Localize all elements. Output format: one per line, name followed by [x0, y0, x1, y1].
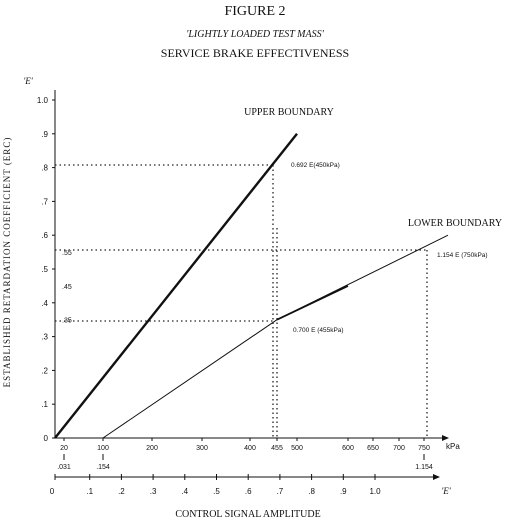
e-tick-label: 0 [50, 487, 55, 496]
kpa-tick-label: 750 [418, 445, 430, 452]
kpa-tick-label: 20 [60, 445, 68, 452]
e-tick-label: .5 [213, 487, 220, 496]
kpa-tick-label: 700 [393, 445, 405, 452]
kpa-tick-label: 400 [244, 445, 256, 452]
y-tick-label: .2 [41, 366, 48, 375]
e-tick-label: .4 [181, 487, 188, 496]
series-label-upper: UPPER BOUNDARY [244, 107, 334, 118]
series-line-upper-boundary [54, 133, 298, 439]
chart-subtitle: 'LIGHTLY LOADED TEST MASS' [186, 29, 324, 40]
series-line-lower-boundary-mid [276, 285, 349, 321]
y-tick-label: 1.0 [37, 96, 49, 105]
kpa-sub-tick-label: .031 [57, 464, 71, 471]
y-tick-label: .5 [41, 265, 48, 274]
e-tick-label: .2 [118, 487, 125, 496]
y-tick-label: .4 [41, 299, 48, 308]
kpa-tick-label: 200 [146, 445, 158, 452]
series-line-lower-boundary [102, 234, 449, 439]
chart-subtitle-2: SERVICE BRAKE EFFECTIVENESS [161, 46, 349, 60]
annotation-lower-750: 1.154 E (750kPa) [437, 252, 488, 259]
e-tick-label: .6 [245, 487, 252, 496]
y-tick-label: .3 [41, 333, 48, 342]
e-tick-label: .3 [150, 487, 157, 496]
x-axis-title: CONTROL SIGNAL AMPLITUDE [175, 509, 320, 520]
kpa-sub-tick-label: 1.154 [415, 464, 433, 471]
guide-lines [55, 164, 428, 438]
kpa-tick-label: 100 [97, 445, 109, 452]
e-axis-symbol: 'E' [441, 486, 451, 496]
y-tick-label: .9 [41, 130, 48, 139]
e-tick-label: .9 [340, 487, 347, 496]
y-tick-label: .6 [41, 231, 48, 240]
y-extra-tick-label: .55 [62, 250, 72, 257]
kpa-sub-tick-label: .154 [96, 464, 110, 471]
y-tick-label: .8 [41, 164, 48, 173]
kpa-tick-label: 300 [196, 445, 208, 452]
y-tick-label: .7 [41, 197, 48, 206]
kpa-tick-label: 650 [367, 445, 379, 452]
y-axis-title: ESTABLISHED RETARDATION COEFFICIENT (ERC… [2, 137, 12, 388]
e-axis-arrow [433, 474, 440, 480]
e-tick-label: .8 [308, 487, 315, 496]
kpa-tick-label: 455 [271, 445, 283, 452]
annotation-upper-point: 0.692 E(450kPa) [291, 162, 340, 169]
y-axis-symbol: 'E' [23, 76, 33, 86]
kpa-axis-arrow [442, 435, 449, 441]
e-tick-label: .7 [277, 487, 284, 496]
y-extra-tick-label: .45 [62, 284, 72, 291]
series-label-lower: LOWER BOUNDARY [408, 218, 502, 229]
kpa-tick-label: 500 [291, 445, 303, 452]
annotation-lower-knee: 0.700 E (455kPa) [293, 327, 344, 334]
e-tick-label: .1 [86, 487, 93, 496]
kpa-tick-label: 600 [342, 445, 354, 452]
y-tick-label: .1 [41, 400, 48, 409]
kpa-unit-label: kPa [446, 442, 460, 451]
y-tick-label: 0 [44, 434, 49, 443]
chart-title: FIGURE 2 [224, 4, 285, 19]
e-tick-label: 1.0 [369, 487, 381, 496]
y-extra-tick-label: .35 [62, 318, 72, 325]
